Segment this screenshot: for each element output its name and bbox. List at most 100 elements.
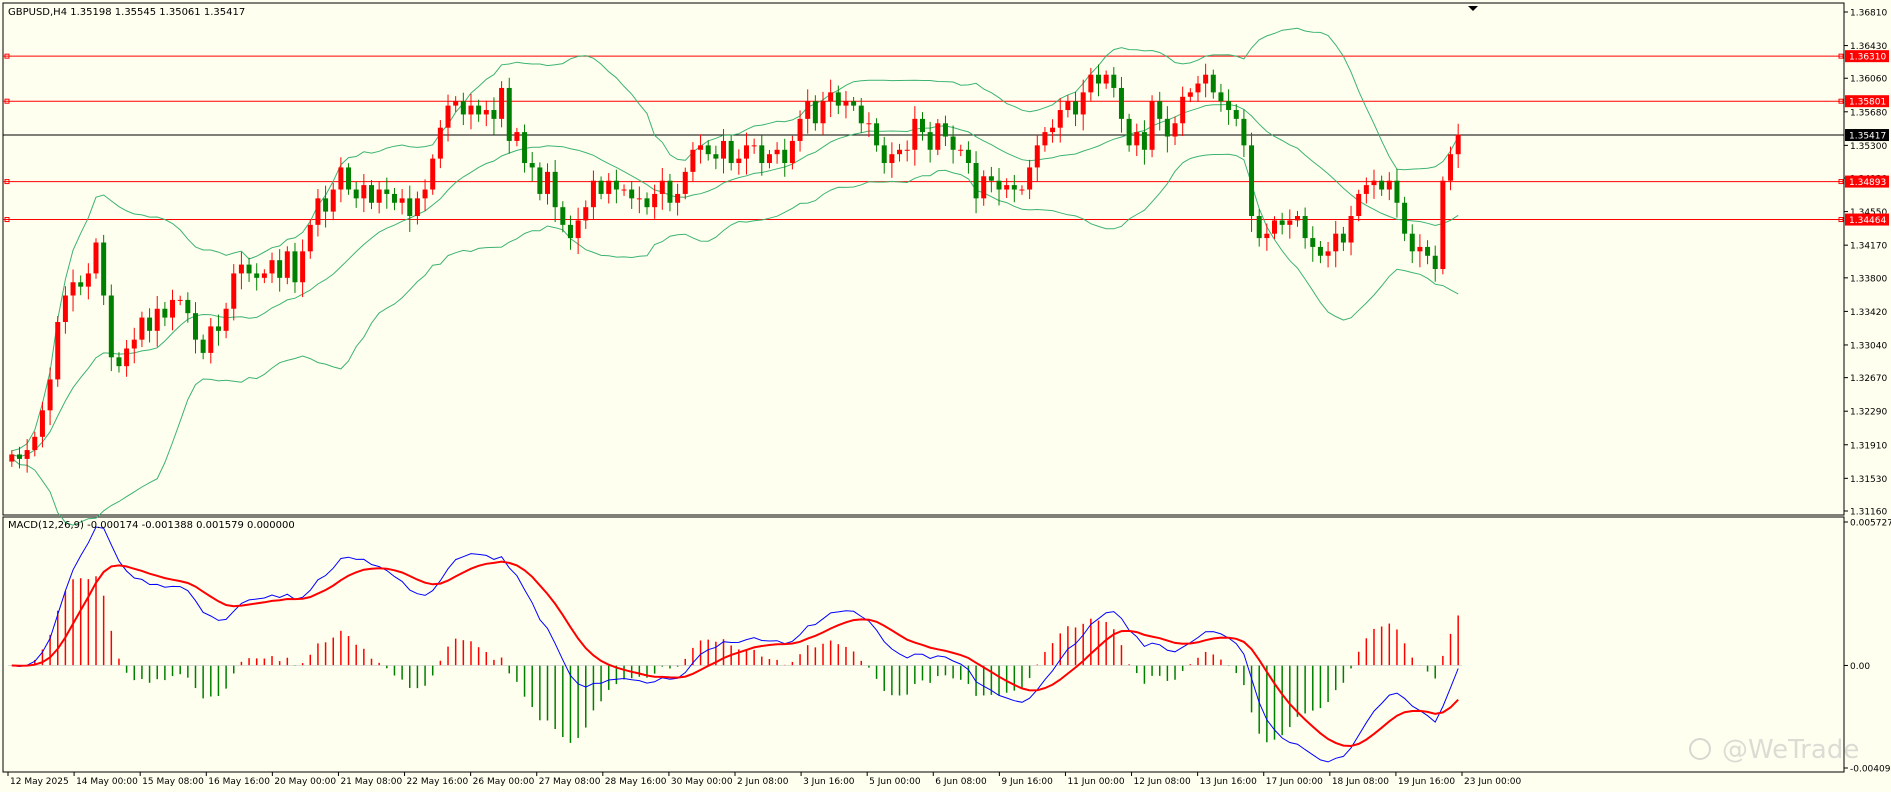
candle-body [636, 198, 642, 200]
candle-body [912, 118, 918, 150]
candle-body [698, 145, 704, 150]
candle-body [1203, 74, 1209, 84]
candle-body [529, 163, 535, 168]
watermark-text: @WeTrade [1722, 735, 1859, 765]
candle-body [1279, 220, 1285, 225]
candle-body [338, 167, 344, 190]
level-handle[interactable] [4, 179, 10, 185]
time-tick-label: 15 May 08:00 [142, 777, 204, 787]
candle-body [1164, 118, 1170, 137]
candle-body [284, 251, 290, 278]
level-handle[interactable] [1838, 217, 1844, 223]
candle-body [1218, 92, 1224, 102]
candle-body [32, 436, 38, 451]
candle-body [1103, 74, 1109, 84]
level-handle[interactable] [1838, 53, 1844, 59]
last-price-tag-label: 1.35417 [1849, 132, 1886, 142]
candle-body [1325, 251, 1331, 256]
level-handle[interactable] [4, 98, 10, 104]
candle-body [981, 176, 987, 199]
candle-body [231, 273, 237, 309]
candle-body [835, 92, 841, 106]
candle-body [736, 158, 742, 164]
candle-body [139, 317, 145, 340]
candle-body [774, 149, 780, 155]
candle-body [552, 171, 558, 208]
candle-body [1256, 216, 1262, 239]
level-handle[interactable] [1838, 179, 1844, 185]
candle-body [828, 92, 834, 102]
level-handle[interactable] [4, 53, 10, 59]
level-price-tag [1845, 175, 1889, 188]
candle-body [988, 176, 994, 181]
time-tick-label: 16 May 16:00 [208, 777, 270, 787]
candle-body [223, 308, 229, 331]
candle-body [575, 220, 581, 239]
time-tick-label: 22 May 16:00 [407, 777, 469, 787]
candle-body [369, 185, 374, 203]
candle-body [1057, 110, 1063, 128]
candle-body [1272, 220, 1278, 234]
bollinger-bands [11, 27, 1459, 526]
candle-body [246, 264, 252, 274]
time-tick-label: 19 Jun 16:00 [1398, 777, 1455, 787]
price-tick-label: 1.34170 [1850, 242, 1887, 252]
candle-body [1027, 167, 1033, 190]
candle-body [606, 180, 612, 194]
candle-body [323, 198, 329, 212]
candle-body [621, 189, 627, 191]
level-price-tag [1845, 95, 1889, 108]
time-tick-label: 12 May 2025 [10, 777, 69, 787]
candle-body [437, 127, 443, 159]
candle-body [1157, 101, 1163, 119]
candle-body [1386, 180, 1392, 190]
candle-body [399, 198, 405, 203]
level-handle[interactable] [4, 217, 10, 223]
price-tick-label: 1.35300 [1850, 142, 1887, 152]
price-tick-label: 1.32290 [1850, 408, 1887, 418]
time-tick-label: 5 Jun 00:00 [869, 777, 921, 787]
macd-lines [8, 526, 1462, 763]
candle-body [1134, 132, 1140, 146]
candle-body [445, 105, 451, 128]
candle-body [904, 149, 910, 151]
candle-body [376, 189, 382, 203]
price-tick-label: 1.33040 [1850, 341, 1887, 351]
time-tick-label: 14 May 00:00 [76, 777, 138, 787]
time-tick-label: 6 Jun 08:00 [935, 777, 987, 787]
time-tick-label: 9 Jun 16:00 [1001, 777, 1053, 787]
level-price-tag-label: 1.36310 [1849, 53, 1886, 63]
candle-body [254, 273, 260, 278]
candle-body [935, 123, 941, 150]
candle-body [583, 207, 589, 221]
watermark: @WeTrade [1689, 735, 1859, 765]
candle-body [897, 149, 903, 155]
candle-body [361, 185, 367, 199]
candle-body [927, 132, 933, 150]
candle-body [346, 167, 352, 190]
candle-body [675, 193, 681, 203]
candle-body [682, 171, 688, 194]
candle-body [629, 189, 635, 199]
candle-body [598, 180, 604, 194]
candle-body [93, 242, 99, 274]
candle-body [200, 339, 206, 353]
time-tick-label: 3 Jun 16:00 [803, 777, 855, 787]
candle-body [1096, 74, 1101, 84]
candle-body [300, 251, 306, 283]
symbol-header: GBPUSD,H4 1.35198 1.35545 1.35061 1.3541… [8, 7, 245, 18]
candle-body [55, 321, 61, 380]
candle-body [644, 198, 650, 208]
candle-body [70, 282, 76, 296]
time-tick-label: 12 Jun 08:00 [1134, 777, 1191, 787]
candle-body [805, 101, 811, 119]
candle-body [1425, 246, 1431, 256]
level-handle[interactable] [1838, 98, 1844, 104]
candle-body [414, 198, 420, 217]
candle-body [1409, 233, 1415, 252]
chart-shift-marker[interactable] [1468, 6, 1478, 11]
macd-tick-label: -0.004094 [1850, 765, 1891, 775]
time-tick-label: 30 May 00:00 [671, 777, 733, 787]
last-price-tag [1845, 129, 1889, 142]
